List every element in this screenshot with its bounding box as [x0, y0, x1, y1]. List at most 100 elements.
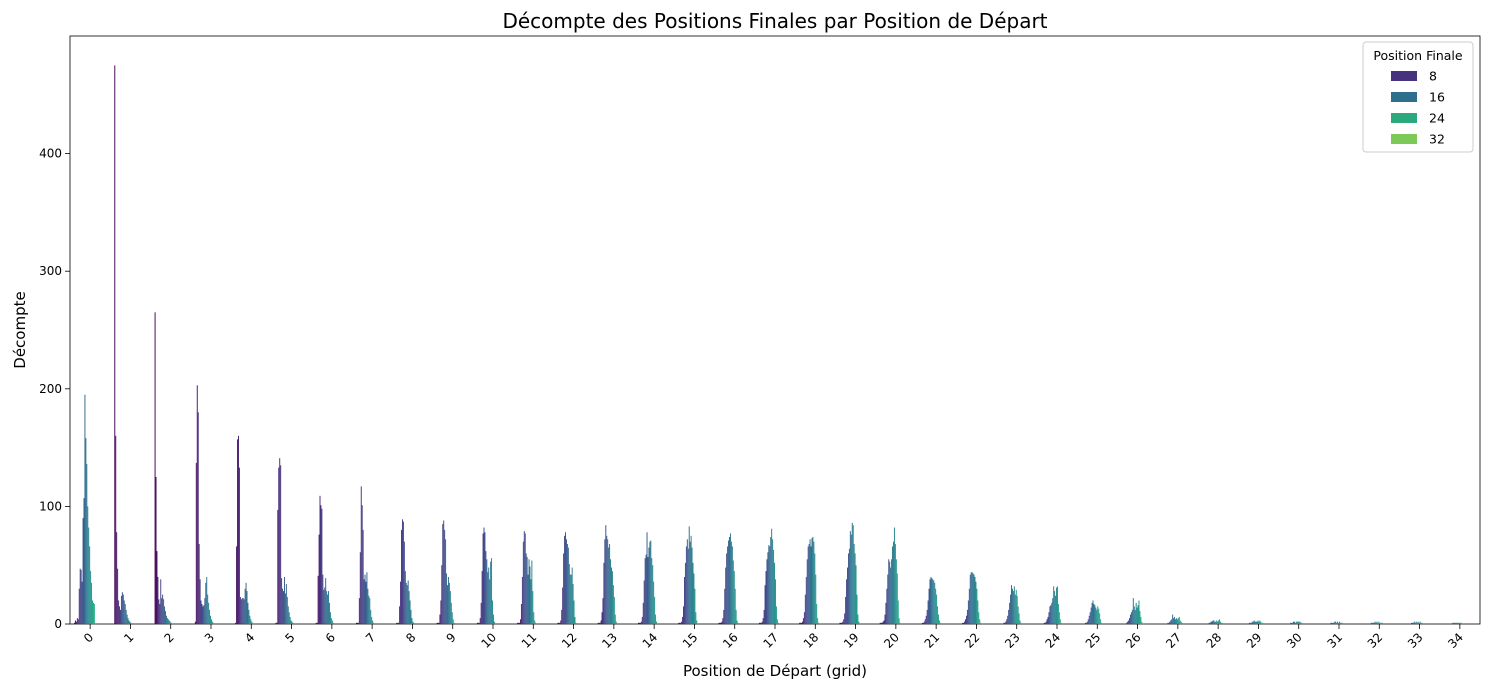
- x-tick-label: 8: [403, 630, 418, 645]
- bar: [843, 619, 845, 624]
- bar: [1332, 622, 1334, 624]
- bar: [198, 544, 200, 624]
- bar: [323, 589, 325, 624]
- bar: [401, 529, 402, 624]
- bar-group-0: [74, 394, 95, 624]
- bar-group-14: [638, 532, 657, 624]
- bar: [359, 552, 361, 624]
- bar: [973, 574, 975, 624]
- bar: [638, 622, 640, 624]
- bar: [442, 524, 444, 624]
- bar: [237, 439, 239, 624]
- bar: [330, 618, 332, 624]
- bar: [164, 606, 166, 624]
- bar: [889, 561, 891, 624]
- legend-swatch: [1391, 71, 1417, 81]
- bar: [280, 465, 282, 624]
- bar: [1295, 621, 1297, 624]
- bar: [121, 592, 123, 624]
- bar: [406, 585, 408, 624]
- bar: [1170, 620, 1172, 624]
- bar: [444, 529, 446, 624]
- bar: [1179, 620, 1181, 624]
- bar: [686, 539, 688, 624]
- bar: [399, 606, 401, 624]
- bar: [412, 621, 414, 624]
- bar: [921, 622, 923, 624]
- bar: [648, 547, 650, 624]
- y-axis: 0 100 200 300 400: [39, 147, 70, 631]
- bar: [575, 622, 577, 624]
- bar: [403, 541, 405, 624]
- bar: [204, 598, 206, 624]
- x-tick-label: 21: [922, 630, 943, 651]
- bar: [1457, 622, 1459, 624]
- bar: [847, 567, 848, 624]
- bar: [492, 600, 493, 624]
- bar: [1211, 621, 1213, 624]
- bar: [1381, 622, 1383, 624]
- bar: [938, 620, 940, 624]
- bar: [729, 533, 731, 624]
- bar: [324, 587, 326, 624]
- bar: [411, 618, 413, 624]
- bar: [440, 600, 442, 624]
- bar: [808, 544, 810, 624]
- bar: [292, 622, 294, 624]
- bar-group-9: [436, 520, 455, 624]
- bar-group-29: [1248, 620, 1264, 624]
- x-axis: 0 1 2 3 4 5 6 7 8 9 10 11 12 13 14 15 16 17 18 19 20 21 22 23 24…: [81, 624, 1466, 651]
- bar: [281, 578, 283, 624]
- y-tick-label: 100: [39, 499, 62, 513]
- bar: [290, 620, 292, 624]
- bar: [410, 609, 412, 624]
- bar: [1291, 622, 1293, 624]
- bar: [852, 525, 854, 624]
- bar: [966, 609, 968, 624]
- bar: [1051, 602, 1053, 624]
- x-tick-label: 24: [1042, 630, 1063, 651]
- bar: [1174, 616, 1176, 624]
- bar: [685, 546, 687, 624]
- bar: [1382, 622, 1384, 624]
- bar: [286, 596, 288, 624]
- bar: [1046, 619, 1048, 624]
- bar-group-22: [962, 572, 982, 624]
- bar: [689, 541, 691, 624]
- x-tick-label: 12: [559, 630, 580, 651]
- bar: [1055, 595, 1057, 624]
- bar: [1093, 604, 1095, 624]
- bar: [1137, 605, 1139, 624]
- bar: [641, 616, 643, 624]
- x-tick-label: 14: [640, 630, 661, 651]
- legend-label: 16: [1429, 90, 1445, 105]
- bar: [845, 596, 847, 624]
- bar: [802, 618, 804, 624]
- bar: [1374, 621, 1376, 624]
- bar: [763, 609, 765, 624]
- bar: [846, 579, 848, 624]
- bar: [1176, 619, 1178, 624]
- x-tick-label: 10: [478, 630, 499, 651]
- bar: [202, 606, 204, 624]
- bar: [980, 622, 982, 624]
- bar: [651, 558, 653, 624]
- bar: [327, 594, 329, 624]
- x-tick-label: 28: [1204, 630, 1225, 651]
- bar: [1378, 621, 1380, 624]
- bar: [1370, 622, 1372, 624]
- bar: [1139, 611, 1141, 624]
- bar: [767, 552, 769, 624]
- legend-label: 24: [1429, 111, 1445, 126]
- bar: [1294, 622, 1296, 624]
- bar: [520, 604, 522, 624]
- x-tick-label: 2: [162, 630, 177, 645]
- legend-swatch: [1391, 113, 1417, 123]
- bar: [1256, 621, 1258, 624]
- bar: [315, 622, 317, 624]
- bar: [1411, 622, 1413, 624]
- bar: [559, 622, 561, 624]
- bar: [449, 591, 451, 624]
- bar: [569, 574, 571, 624]
- bar: [478, 622, 480, 624]
